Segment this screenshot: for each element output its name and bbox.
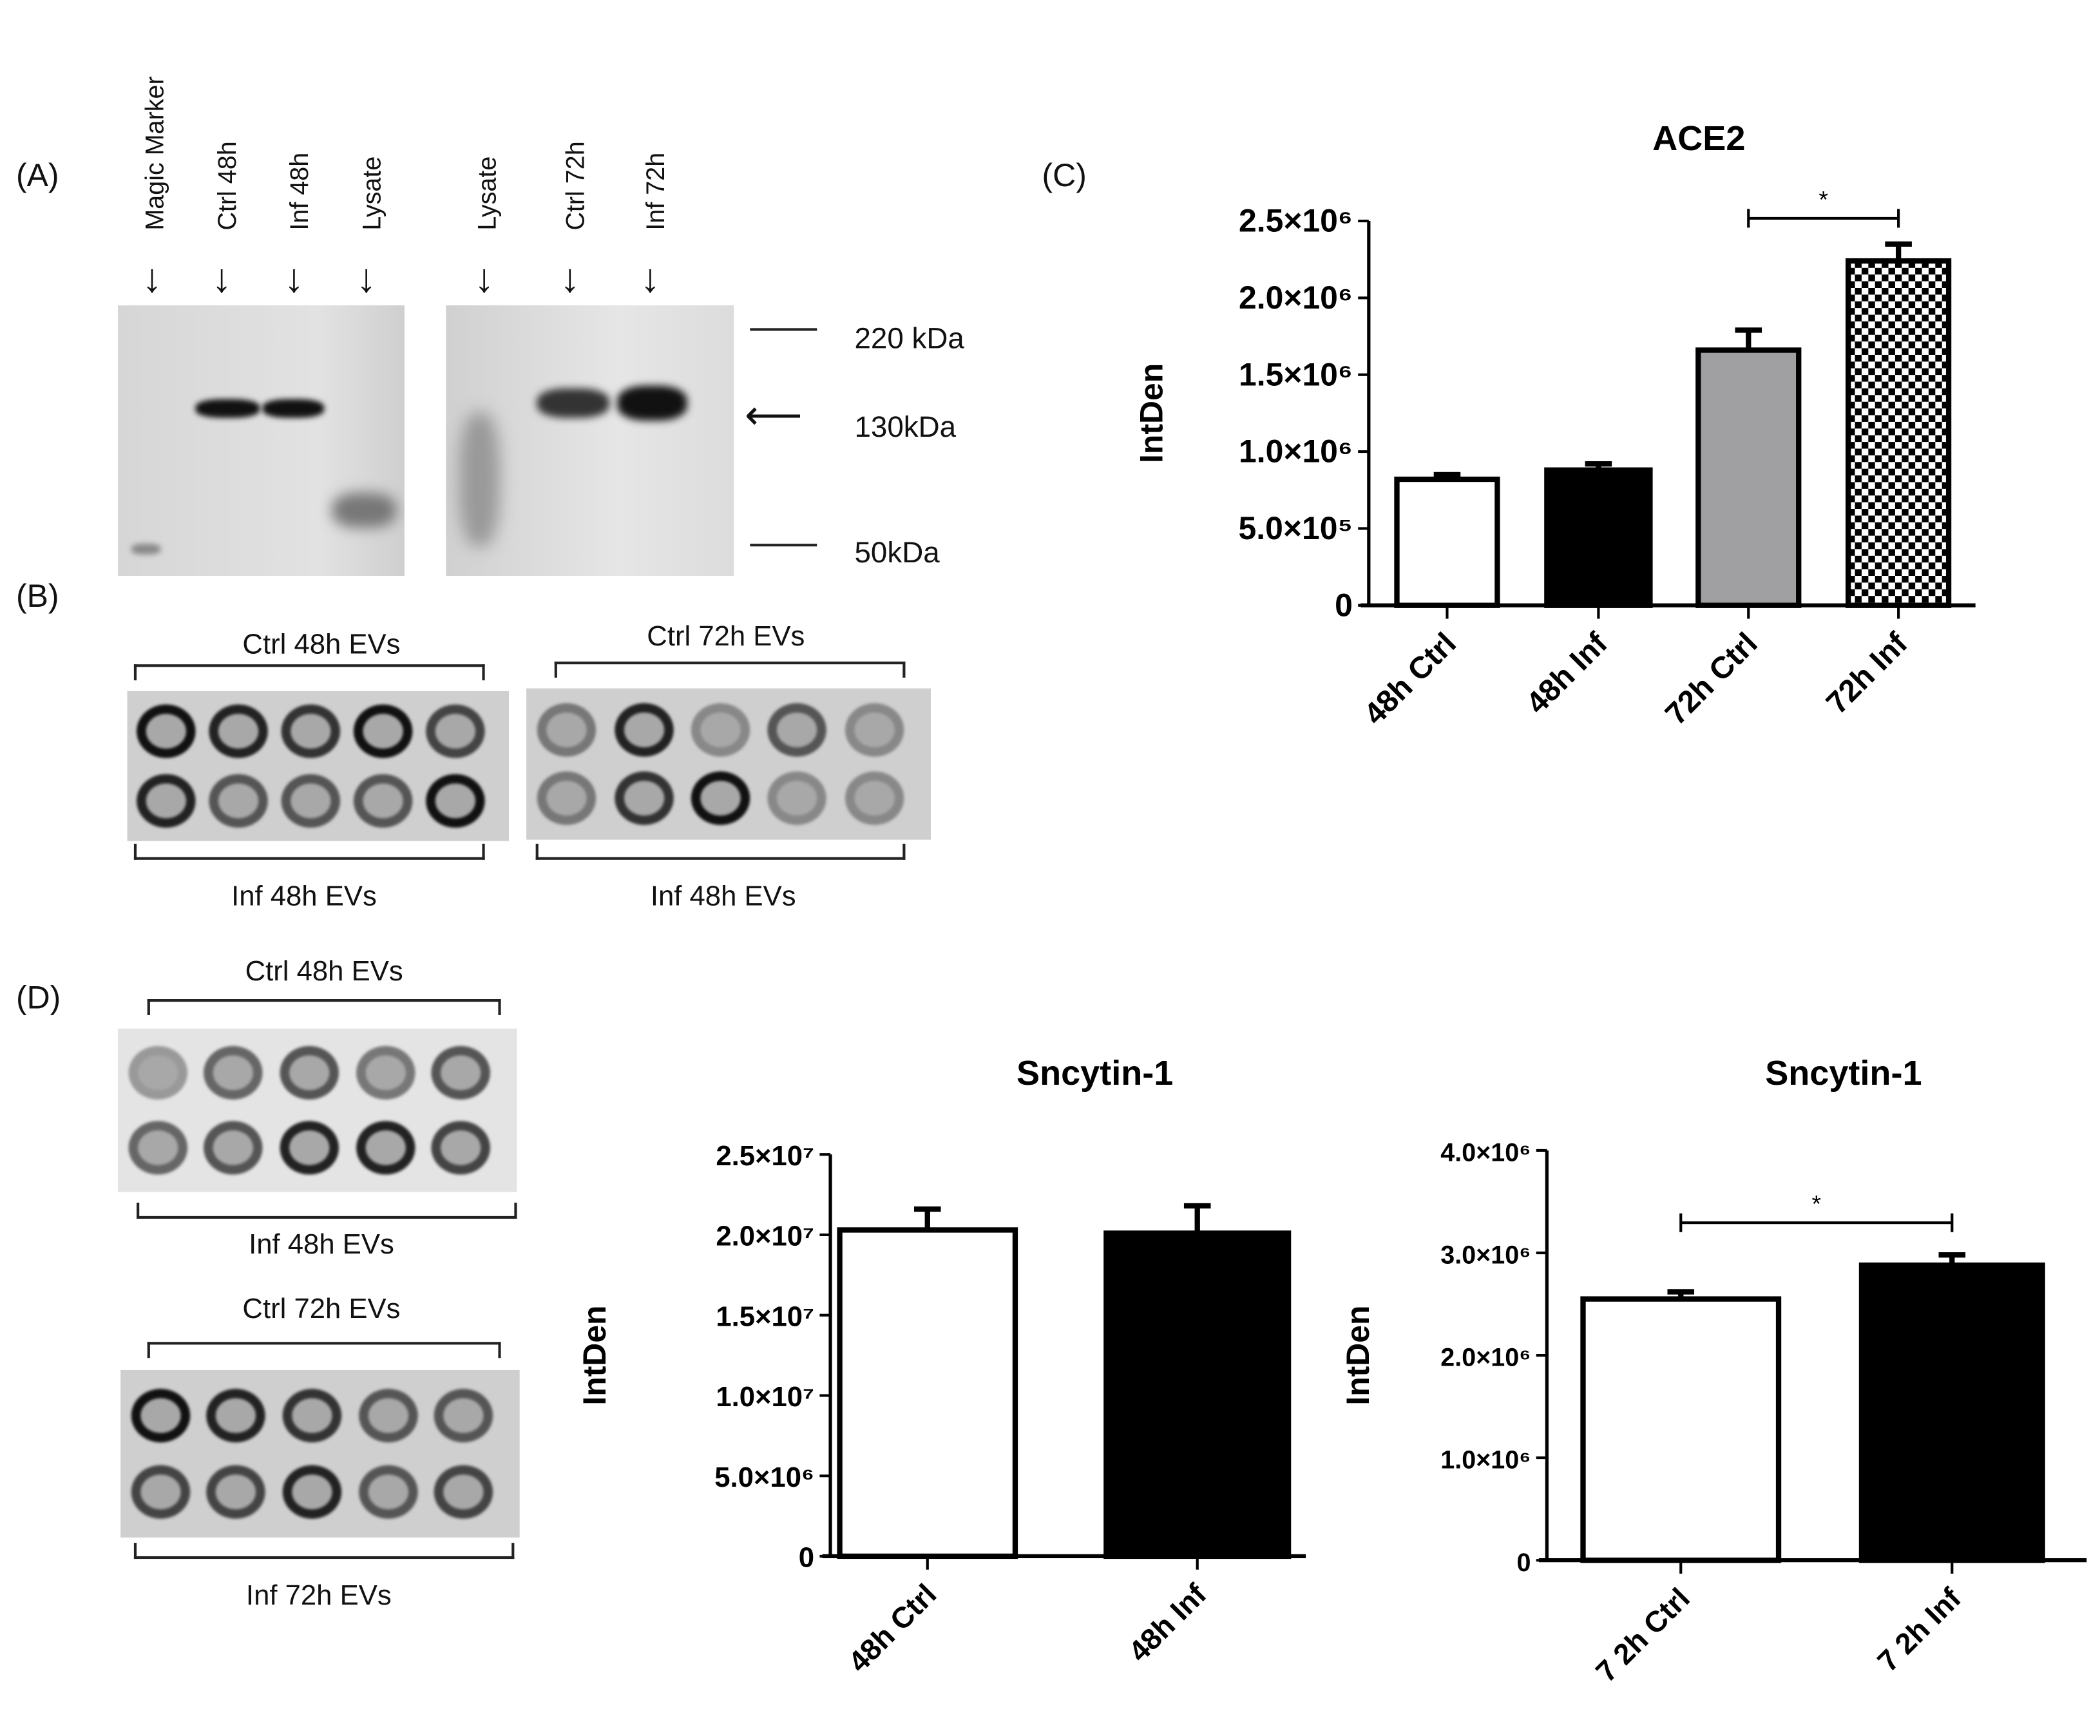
arrow-down-icon: ↓ <box>211 257 232 301</box>
bracket <box>133 843 485 860</box>
x-tick-label: 48h Inf <box>1122 1578 1213 1668</box>
y-tick-label: 1.5×10⁶ <box>1239 356 1353 392</box>
x-tick-label: 48h Ctrl <box>1358 626 1463 731</box>
x-tick-label: 7 2h Ctrl <box>1590 1582 1696 1688</box>
caption: Inf 48h EVs <box>650 881 796 912</box>
western-blot-left <box>117 305 405 577</box>
y-axis-label: IntDen <box>1340 1305 1376 1405</box>
x-tick-label: 72h Inf <box>1820 626 1914 721</box>
marker-label-130: 130kDa <box>854 410 957 444</box>
panel-label-d: (D) <box>15 980 61 1017</box>
bar <box>837 1227 1018 1560</box>
y-tick-label: 1.0×10⁶ <box>1239 434 1353 470</box>
bar <box>1858 1262 2045 1563</box>
caption: Inf 72h EVs <box>245 1580 392 1612</box>
y-tick-label: 2.0×10⁶ <box>1440 1344 1531 1372</box>
caption: Ctrl 72h EVs <box>647 621 805 653</box>
caption: Inf 48h EVs <box>249 1229 394 1261</box>
arrow-down-icon: ↓ <box>142 257 162 301</box>
y-tick-label: 0 <box>799 1542 814 1574</box>
arrow-down-icon: ↓ <box>474 257 495 301</box>
marker-line <box>750 328 817 331</box>
arrow-down-icon: ↓ <box>356 257 377 301</box>
y-tick-label: 0 <box>1516 1549 1531 1577</box>
bar-chart-2: Sncytin-1 IntDen 0 5.0×10⁶ 1.0×10⁷ 1.5×10⁷ 2.0… <box>577 1054 1306 1679</box>
caption: Ctrl 72h EVs <box>242 1293 401 1325</box>
caption: Ctrl 48h EVs <box>245 956 403 987</box>
significance-star: * <box>1811 1190 1821 1217</box>
dot <box>204 1045 263 1100</box>
y-tick-label: 2.5×10⁷ <box>716 1140 814 1172</box>
y-tick-label: 0 <box>1335 587 1353 623</box>
arrow-down-icon: ↓ <box>283 257 304 301</box>
bar <box>1580 1296 1782 1563</box>
chart-title: Sncytin-1 <box>1765 1054 1922 1092</box>
bracket <box>535 843 906 860</box>
marker-label-50: 50kDa <box>854 535 940 569</box>
bracket <box>147 1342 501 1359</box>
dot-blot <box>127 691 510 841</box>
marker-line <box>750 544 817 547</box>
bracket <box>133 1543 515 1560</box>
significance-star: * <box>1818 186 1828 213</box>
y-tick-label: 2.5×10⁶ <box>1239 203 1353 239</box>
y-tick-label: 2.0×10⁷ <box>716 1221 814 1252</box>
bracket <box>147 999 501 1015</box>
panel-label-a: (A) <box>15 158 59 195</box>
bracket <box>554 662 906 678</box>
chart-title: Sncytin-1 <box>1017 1054 1173 1092</box>
arrow-down-icon: ↓ <box>640 257 660 301</box>
dot-blot <box>120 1369 520 1538</box>
dot <box>204 1121 263 1175</box>
dot <box>136 774 195 828</box>
caption: Ctrl 48h EVs <box>242 629 401 660</box>
arrow-left-icon: ⟵ <box>744 394 803 438</box>
bar-chart-1: ACE2 IntDen 0 5.0×10⁵ 1.0×10⁶ 1.5×10⁶ 2.0×10⁶ 2… <box>1134 119 1976 732</box>
bar <box>1394 476 1500 608</box>
bar <box>1103 1230 1292 1560</box>
y-axis-label: IntDen <box>577 1305 613 1405</box>
y-tick-label: 4.0×10⁶ <box>1440 1139 1531 1167</box>
y-tick-label: 5.0×10⁶ <box>714 1462 814 1493</box>
bracket <box>133 664 485 681</box>
x-tick-label: 48h Inf <box>1520 626 1614 721</box>
x-tick-label: 48h Ctrl <box>842 1578 942 1678</box>
chart-title: ACE2 <box>1652 119 1745 158</box>
y-tick-label: 1.5×10⁷ <box>716 1301 814 1332</box>
panel-label-c: (C) <box>1042 158 1087 195</box>
bar <box>1695 347 1802 608</box>
bar-chart-3: Sncytin-1 IntDen 0 1.0×10⁶ 2.0×10⁶ 3.0×10⁶ 4.0… <box>1340 1054 2087 1688</box>
bar <box>1544 467 1653 608</box>
dot-blot <box>526 688 931 840</box>
x-tick-label: 7 2h Inf <box>1871 1581 1968 1678</box>
western-blot-right <box>446 305 734 577</box>
y-tick-label: 3.0×10⁶ <box>1440 1241 1531 1270</box>
dot-blot <box>117 1028 517 1192</box>
y-tick-label: 5.0×10⁵ <box>1239 510 1353 546</box>
panel-label-b: (B) <box>15 578 59 615</box>
bracket <box>137 1203 517 1219</box>
y-axis-label: IntDen <box>1134 363 1170 463</box>
bar <box>1845 258 1952 608</box>
y-tick-label: 1.0×10⁶ <box>1440 1446 1531 1474</box>
y-tick-label: 2.0×10⁶ <box>1239 280 1353 316</box>
caption: Inf 48h EVs <box>231 881 377 912</box>
arrow-down-icon: ↓ <box>560 257 580 301</box>
y-tick-label: 1.0×10⁷ <box>716 1381 814 1413</box>
x-tick-label: 72h Ctrl <box>1659 626 1764 731</box>
marker-label-220: 220 kDa <box>854 321 964 355</box>
